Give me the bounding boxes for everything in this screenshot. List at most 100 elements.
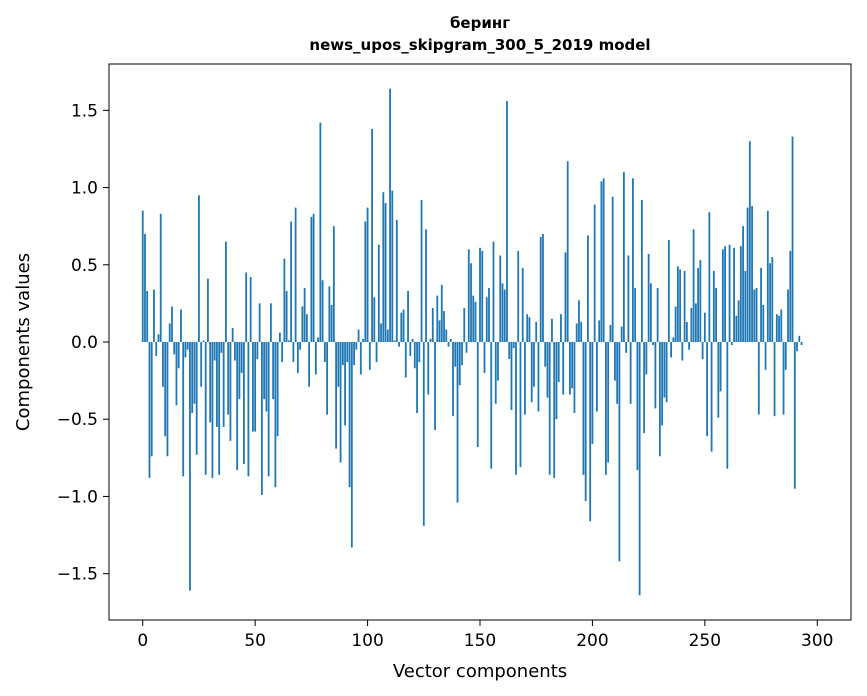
bar [573,342,576,414]
bar [681,342,684,361]
bar [171,306,173,342]
bar [755,287,758,342]
bar [670,342,673,358]
bar [281,342,284,363]
bar [420,199,423,342]
bar [625,342,628,353]
bar [148,342,151,478]
bar [697,267,699,342]
bar [434,342,436,431]
bar [667,240,670,342]
bar [791,136,794,342]
bar [494,342,497,404]
bar [326,342,328,415]
bar [191,342,194,414]
bar [692,229,695,342]
bar [186,342,189,350]
bar [400,312,403,342]
bar [207,278,209,342]
bar [258,303,261,342]
bar [764,342,767,370]
bar [553,342,556,478]
bar [760,267,762,342]
bar [638,342,641,596]
bar [647,253,650,342]
bar [452,342,454,417]
bar [688,342,691,350]
bar [584,342,587,502]
bar [353,342,355,366]
bar [366,207,369,342]
bar [276,342,279,437]
bar [587,235,589,342]
bar [296,342,299,373]
bar [362,338,364,342]
bar [321,280,324,342]
bar [267,342,270,477]
bar [512,342,515,349]
bar [357,329,360,342]
bar [481,250,484,342]
bar [555,342,558,420]
bar [389,88,391,343]
bar [771,257,774,342]
bar [425,229,427,342]
bar [488,287,490,342]
bar [607,342,610,463]
bar [290,221,293,342]
bar [708,212,711,342]
bar [582,342,585,475]
bar [564,252,567,342]
bar [265,342,268,412]
bar [569,342,571,395]
bar [395,219,398,342]
bar [544,342,547,367]
bar [146,291,149,342]
bar [490,342,493,469]
bar [393,340,396,342]
bar [175,342,178,406]
bar [748,141,751,342]
bar [416,342,418,414]
bar [274,342,277,488]
y-tick-label: 1.5 [71,101,98,121]
bar [141,210,144,342]
bar [730,342,733,346]
bar [706,342,708,437]
chart-subtitle: news_upos_skipgram_300_5_2019 model [309,36,650,54]
bar [742,226,744,342]
bar [346,342,349,363]
x-axis-label: Vector components [393,661,567,682]
bar [694,303,697,342]
x-tick-label: 50 [244,631,266,651]
bar [533,342,535,387]
bar [373,297,376,342]
bar [319,122,322,342]
bar [249,277,252,342]
bar [184,342,187,358]
bar [719,342,722,392]
bar [476,342,479,448]
bar [551,318,553,342]
bar [672,337,675,342]
bar [335,342,337,449]
bar [528,317,531,342]
bar [775,314,778,342]
bar [735,315,738,342]
bar [202,340,205,342]
bar [560,314,562,342]
y-tick-label: 0.0 [71,333,98,353]
bar [440,284,443,342]
bar [422,342,425,526]
bar [717,342,720,418]
bar [798,335,801,342]
bar [537,342,540,412]
bar [499,255,502,342]
bar [465,342,468,353]
bar [243,342,245,465]
bar [506,101,508,342]
bar [398,342,400,347]
bar [301,306,304,342]
bar [157,334,160,342]
bar [323,342,326,363]
